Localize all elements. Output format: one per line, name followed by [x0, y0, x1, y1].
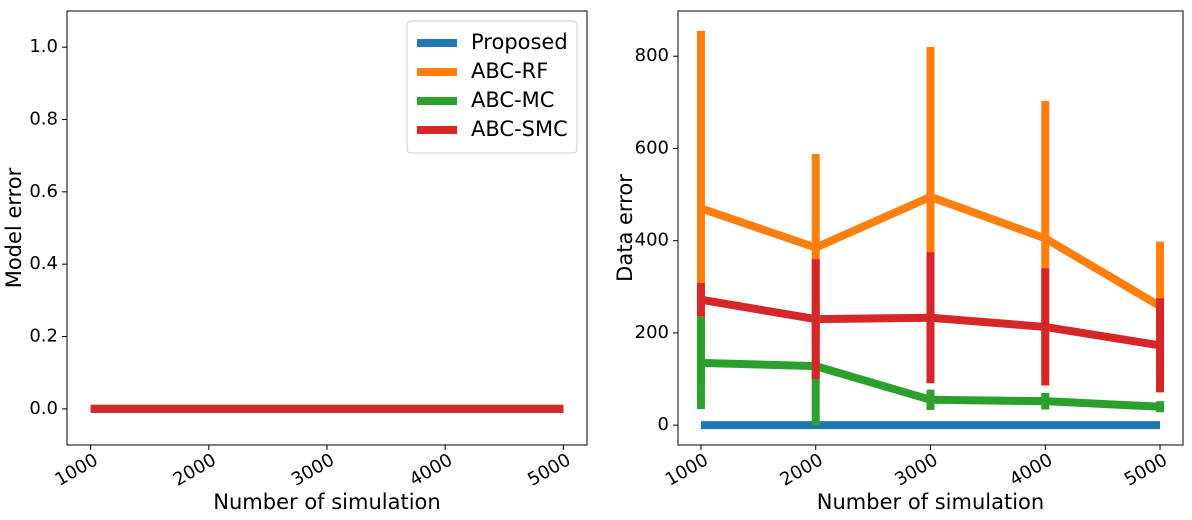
x-tick-label: 3000 [288, 449, 338, 490]
x-tick-label: 1000 [662, 449, 712, 490]
y-tick-label: 0.4 [29, 253, 58, 274]
x-tick-label: 5000 [1121, 449, 1171, 490]
y-tick-label: 1.0 [29, 36, 58, 57]
y-tick-label: 0.0 [29, 398, 58, 419]
legend-label: ABC-RF [471, 59, 548, 83]
x-axis-label: Number of simulation [817, 490, 1044, 514]
x-axis-label: Number of simulation [213, 490, 440, 514]
y-tick-label: 800 [635, 45, 669, 66]
y-axis-label: Model error [2, 167, 26, 288]
legend-label: ABC-MC [471, 88, 554, 112]
y-tick-label: 0 [658, 414, 669, 435]
x-tick-label: 2000 [777, 449, 827, 490]
legend-label: Proposed [471, 30, 568, 54]
y-tick-label: 400 [635, 230, 669, 251]
y-tick-label: 0.2 [29, 326, 58, 347]
legend-label: ABC-SMC [471, 117, 568, 141]
x-tick-label: 4000 [1006, 449, 1056, 490]
x-tick-label: 2000 [170, 449, 220, 490]
x-tick-label: 3000 [891, 449, 941, 490]
axes-frame [677, 10, 1184, 446]
y-tick-label: 200 [635, 322, 669, 343]
x-tick-label: 4000 [406, 449, 456, 490]
x-tick-label: 5000 [524, 449, 574, 490]
axes-frame [66, 10, 588, 446]
legend-box [406, 20, 578, 154]
x-tick-label: 1000 [51, 449, 101, 490]
y-axis-label: Data error [613, 174, 637, 282]
y-tick-label: 0.8 [29, 109, 58, 130]
y-tick-label: 0.6 [29, 181, 58, 202]
y-tick-label: 600 [635, 137, 669, 158]
